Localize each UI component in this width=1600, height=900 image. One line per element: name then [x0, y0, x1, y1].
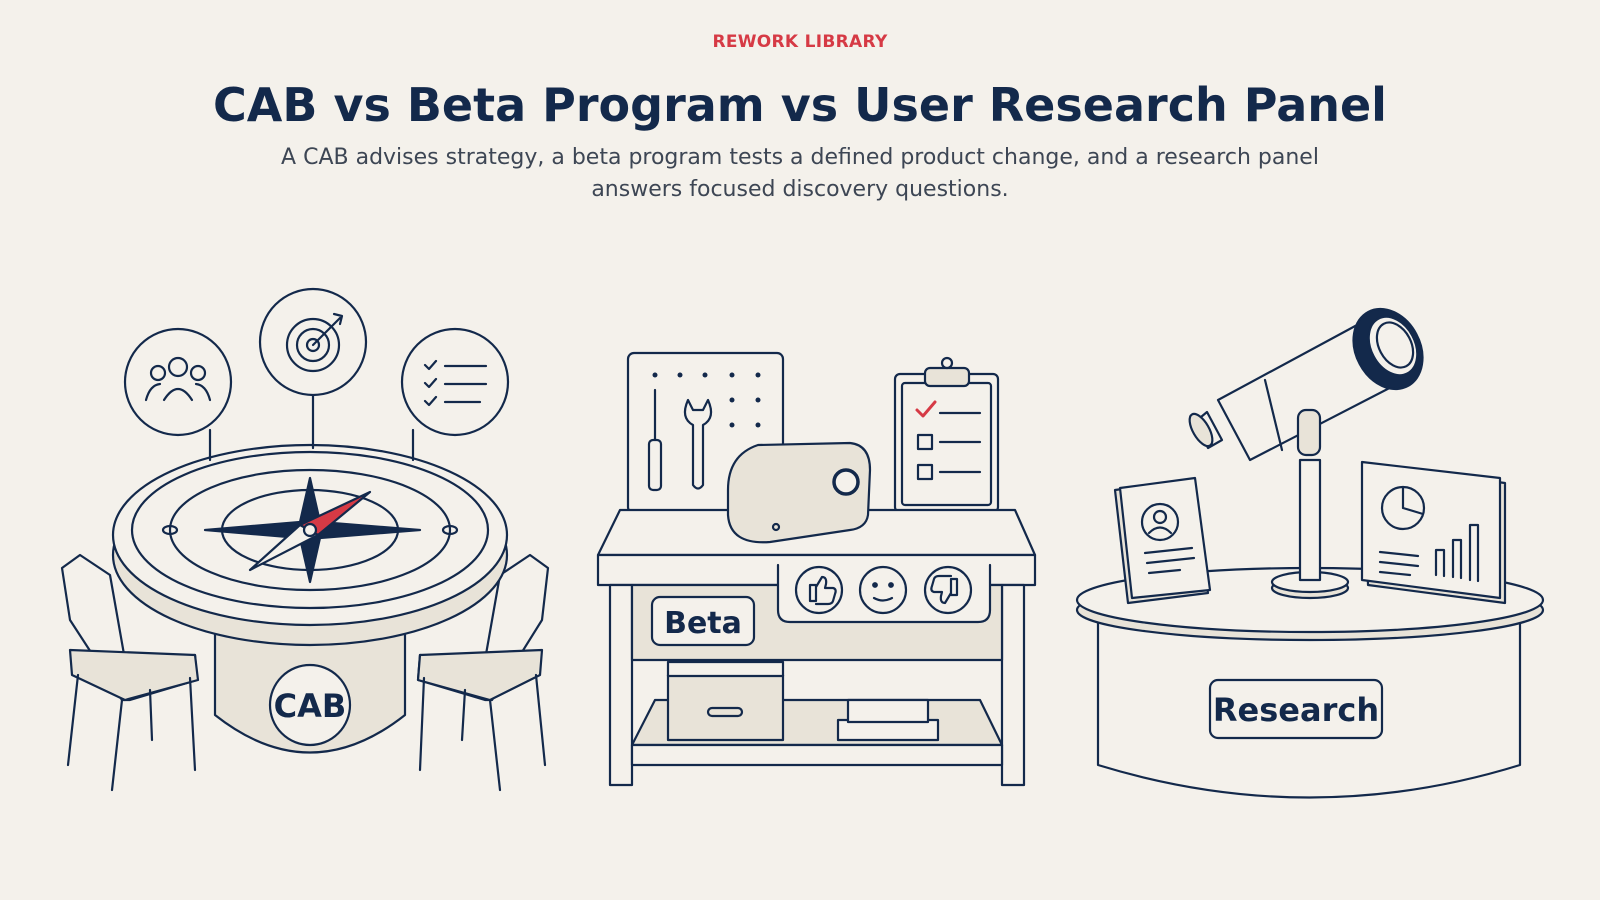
chart-board-icon	[1360, 460, 1507, 605]
clipboard-icon	[884, 356, 1008, 528]
chair-icon	[416, 553, 550, 792]
cab-scene: CAB	[60, 287, 550, 792]
checklist-icon	[400, 327, 510, 437]
thumbs-down-icon	[923, 565, 973, 615]
beta-label: Beta	[664, 606, 742, 641]
research-label: Research	[1213, 691, 1379, 729]
compass-icon	[161, 476, 459, 584]
beta-scene: Beta	[596, 351, 1037, 787]
target-icon	[258, 287, 368, 397]
page-title: CAB vs Beta Program vs User Research Pan…	[213, 78, 1387, 132]
telescope-icon	[1188, 307, 1424, 600]
device-icon	[726, 441, 872, 544]
eyebrow-label: REWORK LIBRARY	[712, 32, 888, 52]
people-icon	[123, 327, 233, 437]
profile-card-icon	[1113, 476, 1212, 605]
research-scene: Research	[1075, 307, 1545, 799]
cab-label: CAB	[274, 687, 347, 725]
page-subtitle: A CAB advises strategy, a beta program t…	[281, 145, 1319, 202]
screwdriver-icon	[647, 388, 663, 492]
neutral-face-icon	[858, 565, 908, 615]
chair-icon	[60, 553, 200, 792]
thumbs-up-icon	[794, 565, 844, 615]
wrench-icon	[683, 398, 713, 490]
